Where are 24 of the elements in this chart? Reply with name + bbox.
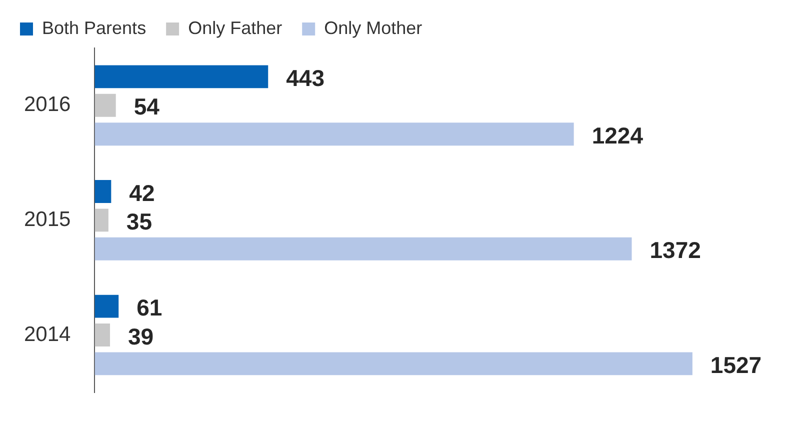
data-label: 1527	[710, 352, 762, 378]
data-label: 1372	[650, 237, 701, 264]
data-label: 54	[134, 94, 160, 120]
data-label: 1224	[592, 122, 644, 148]
bar	[94, 237, 632, 260]
bar	[94, 65, 268, 88]
y-tick-label: 2015	[24, 208, 71, 231]
data-label: 39	[128, 323, 154, 350]
y-tick-label: 2016	[24, 93, 71, 116]
bar	[94, 352, 692, 376]
bar	[94, 94, 116, 117]
data-label: 61	[136, 294, 162, 321]
data-label: 443	[286, 65, 324, 92]
bar	[94, 180, 112, 203]
bar	[94, 122, 574, 146]
y-tick-label: 2014	[24, 322, 72, 346]
data-label: 42	[129, 180, 155, 206]
bar	[94, 294, 119, 318]
data-label: 35	[126, 208, 152, 235]
legend-label: Only Mother	[324, 18, 422, 38]
bar	[94, 208, 108, 232]
legend-label: Only Father	[188, 18, 282, 38]
legend-label: Both Parents	[42, 18, 146, 38]
bar	[94, 324, 110, 346]
